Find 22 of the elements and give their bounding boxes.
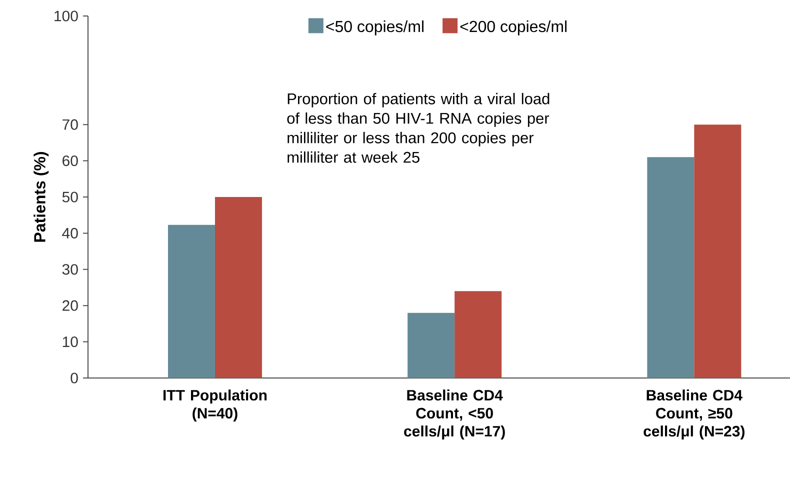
bar bbox=[168, 224, 215, 378]
y-axis-title: Patients (%) bbox=[34, 152, 49, 242]
annotation: Proportion of patients with a viral load of less than 50 HIV-1 RNA copies per milliliter or less than 200 copies per milliliter at week 25 bbox=[287, 92, 550, 163]
bar bbox=[408, 312, 455, 378]
y-tick-label: 0 bbox=[70, 372, 78, 384]
y-tick-label: 30 bbox=[62, 264, 78, 275]
bar bbox=[454, 291, 502, 378]
y-tick-label: 60 bbox=[62, 155, 78, 166]
legend-label: <200 copies/ml bbox=[460, 20, 567, 36]
y-tick-label: 70 bbox=[62, 119, 78, 130]
y-tick-label: 20 bbox=[62, 300, 78, 311]
y-tick-label: 40 bbox=[62, 228, 78, 238]
bar bbox=[647, 157, 694, 378]
bar bbox=[214, 196, 262, 378]
x-tick-label: Baseline CD4 Count, <50 cells/μl (N=17) bbox=[404, 390, 505, 440]
legend-label: <50 copies/ml bbox=[326, 20, 424, 36]
y-tick-label: 100 bbox=[54, 10, 78, 22]
x-tick-label: Baseline CD4 Count, ≥50 cells/μl (N=23) bbox=[644, 390, 744, 440]
bar bbox=[694, 124, 742, 378]
x-tick-label: ITT Population (N=40) bbox=[163, 390, 267, 422]
y-tick-label: 50 bbox=[62, 192, 78, 202]
y-tick-label: 10 bbox=[62, 336, 78, 348]
